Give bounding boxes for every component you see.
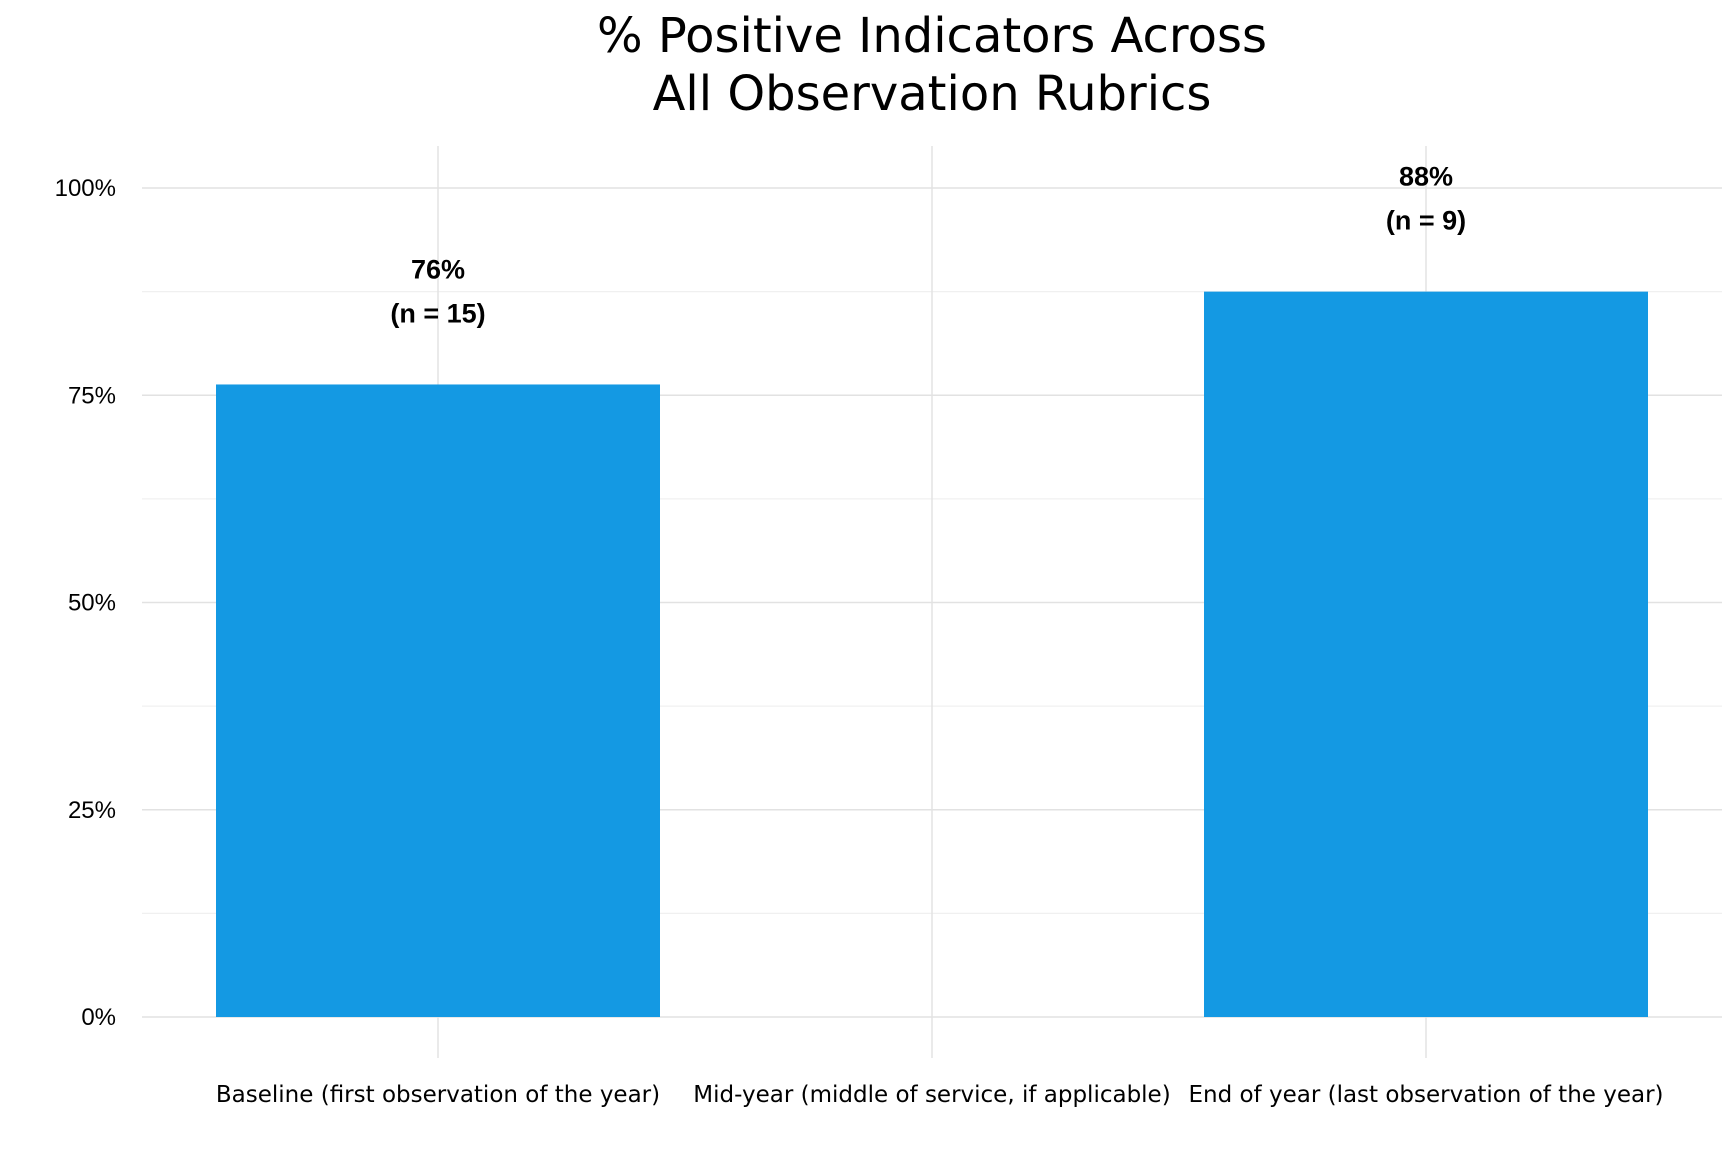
y-tick-label: 50% — [68, 590, 116, 617]
data-label-count: (n = 15) — [390, 298, 485, 328]
data-labels: 76% (n = 15) 88% (n = 9) — [390, 162, 1466, 329]
data-label-value: 76% — [411, 254, 465, 284]
y-tick-label: 25% — [68, 797, 116, 824]
y-tick-label: 75% — [68, 382, 116, 409]
bar — [1204, 291, 1648, 1017]
x-axis-categories: Baseline (first observation of the year)… — [216, 1082, 1664, 1108]
x-category-label: Mid-year (middle of service, if applicab… — [693, 1082, 1170, 1108]
bars — [216, 291, 1648, 1017]
data-label-value: 88% — [1399, 162, 1453, 192]
bar — [216, 384, 660, 1017]
x-category-label: End of year (last observation of the yea… — [1188, 1082, 1663, 1108]
chart-title-line-2: All Observation Rubrics — [653, 66, 1212, 122]
y-axis-ticks: 0% 25% 50% 75% 100% — [55, 175, 116, 1031]
chart-title: % Positive Indicators Across All Observa… — [597, 8, 1267, 122]
chart-title-line-1: % Positive Indicators Across — [597, 8, 1267, 64]
data-label-count: (n = 9) — [1386, 206, 1466, 236]
y-tick-label: 0% — [81, 1004, 116, 1031]
x-category-label: Baseline (first observation of the year) — [216, 1082, 660, 1108]
y-tick-label: 100% — [55, 175, 116, 202]
